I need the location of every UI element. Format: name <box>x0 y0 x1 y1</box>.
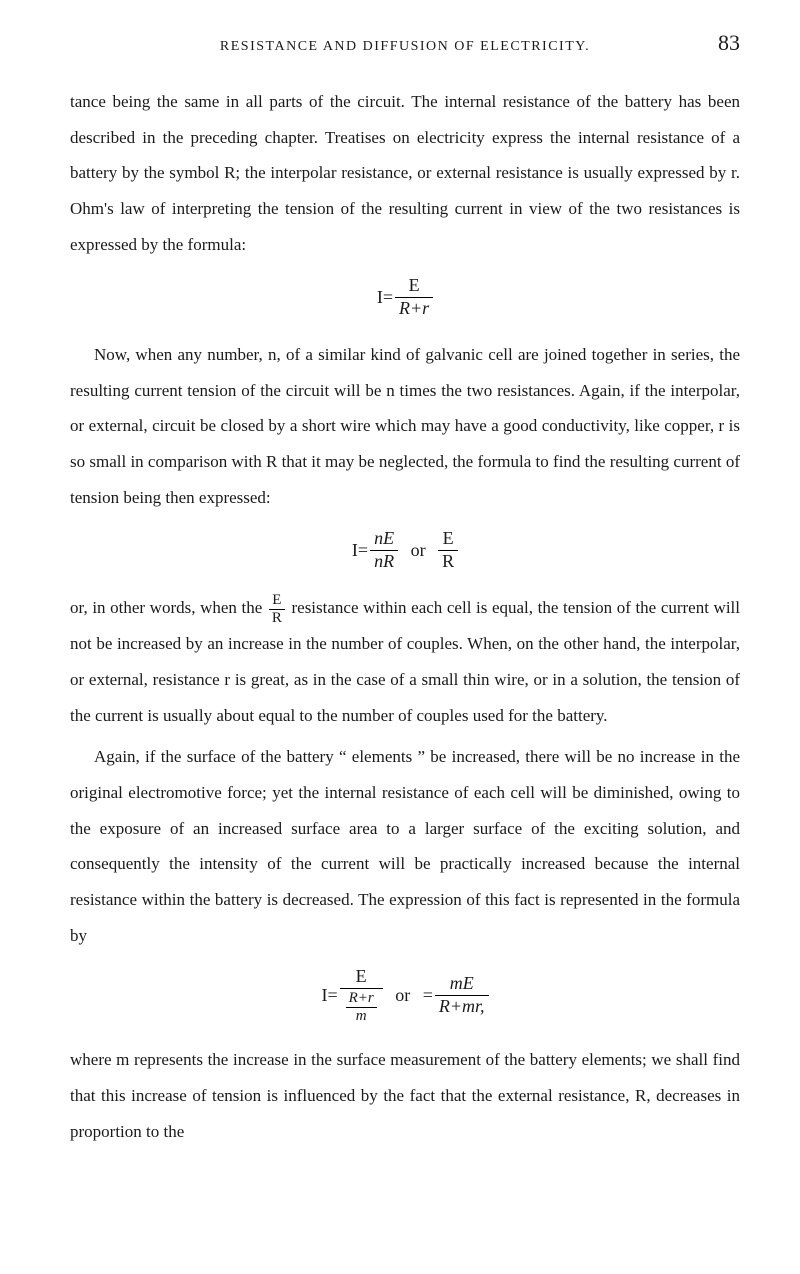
inline-frac-num: E <box>269 592 285 610</box>
formula-2-prefix: I= <box>352 539 368 562</box>
formula-2-frac1: nE nR <box>370 529 398 572</box>
formula-4: I= E R+r m or = mE R+mr, <box>70 967 740 1024</box>
formula-4-right-den: R+mr, <box>435 996 489 1017</box>
formula-4-left-nested-den: m <box>346 1008 377 1025</box>
inline-frac-den: R <box>269 610 285 627</box>
paragraph-1: tance being the same in all parts of the… <box>70 84 740 262</box>
formula-4-left-bottom: R+r m <box>340 989 383 1024</box>
formula-4-right-num: mE <box>435 974 489 996</box>
page-number: 83 <box>700 30 740 56</box>
paragraph-3a: or, in other words, when the <box>70 598 267 617</box>
formula-1-prefix: I= <box>377 286 393 309</box>
formula-2-num1: nE <box>370 529 398 551</box>
paragraph-3: or, in other words, when the E R resista… <box>70 590 740 733</box>
formula-4-left-nested: R+r m <box>346 990 377 1024</box>
page-header: RESISTANCE AND DIFFUSION OF ELECTRICITY.… <box>70 30 740 56</box>
page-content: RESISTANCE AND DIFFUSION OF ELECTRICITY.… <box>0 0 800 1195</box>
paragraph-5: where m represents the increase in the s… <box>70 1042 740 1149</box>
formula-1: I= E R+r <box>70 276 740 319</box>
formula-4-prefix: I= <box>321 984 337 1007</box>
formula-2-den1: nR <box>370 551 398 572</box>
formula-2-frac2: E R <box>438 529 458 572</box>
formula-4-left-top: E <box>340 967 383 989</box>
formula-4-left: E R+r m <box>340 967 383 1024</box>
paragraph-2: Now, when any number, n, of a similar ki… <box>70 337 740 515</box>
paragraph-4: Again, if the surface of the battery “ e… <box>70 739 740 953</box>
formula-2-num2: E <box>438 529 458 551</box>
inline-fraction-ER: E R <box>269 592 285 626</box>
formula-1-fraction: E R+r <box>395 276 433 319</box>
formula-4-or: or <box>395 984 410 1007</box>
formula-2-den2: R <box>438 551 458 572</box>
formula-1-den: R+r <box>395 298 433 319</box>
formula-4-right: mE R+mr, <box>435 974 489 1017</box>
formula-1-num: E <box>395 276 433 298</box>
formula-4-left-nested-num: R+r <box>346 990 377 1008</box>
running-head: RESISTANCE AND DIFFUSION OF ELECTRICITY. <box>110 39 700 55</box>
formula-2-or: or <box>411 539 426 562</box>
formula-2: I= nE nR or E R <box>70 529 740 572</box>
formula-4-eq2: = <box>423 984 433 1007</box>
